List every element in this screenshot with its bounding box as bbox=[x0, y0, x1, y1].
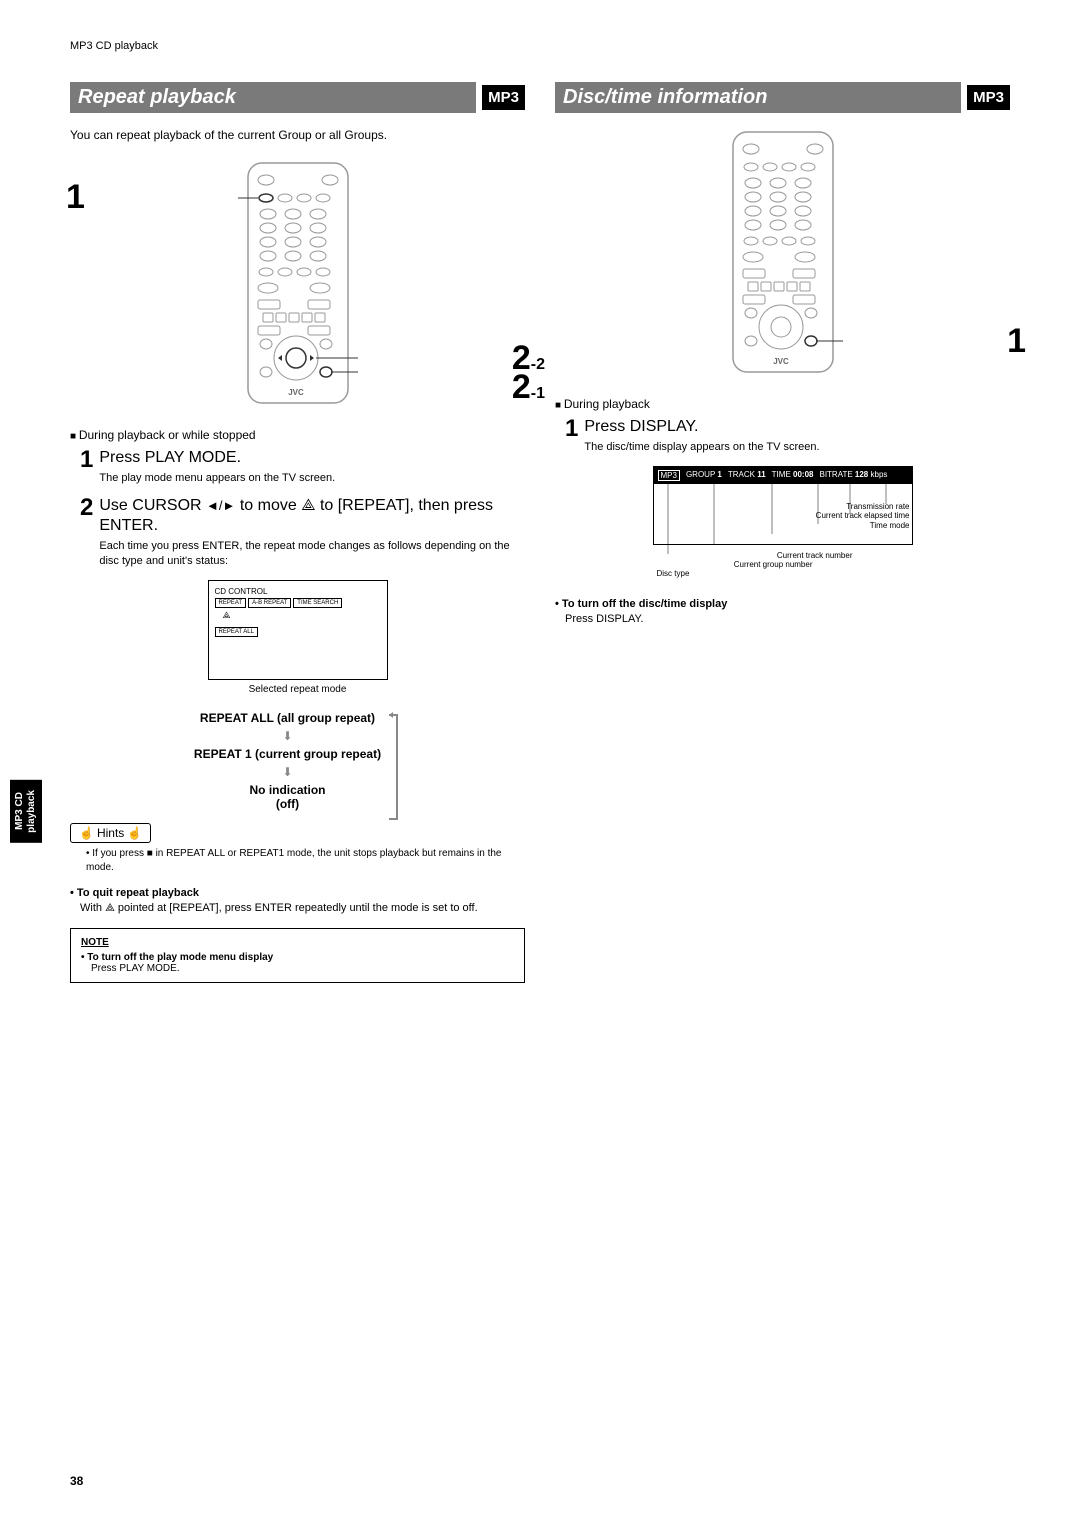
step1-desc: The play mode menu appears on the TV scr… bbox=[99, 471, 525, 486]
remote-svg-right: JVC bbox=[723, 127, 843, 377]
dl-6: Disc type bbox=[657, 569, 913, 578]
left-intro: You can repeat playback of the current G… bbox=[70, 127, 525, 144]
dl-1: Transmission rate bbox=[816, 502, 910, 512]
hand-icon: ☝ bbox=[79, 826, 94, 840]
pointer-small-icon: ⟁ bbox=[223, 610, 381, 621]
rstep1-desc: The disc/time display appears on the TV … bbox=[584, 440, 1010, 455]
dd-t: TRACK bbox=[728, 470, 755, 479]
turnoff-title: To turn off the disc/time display bbox=[555, 598, 1010, 610]
callout-r1: 1 bbox=[1007, 322, 1026, 361]
note-box: NOTE To turn off the play mode menu disp… bbox=[70, 928, 525, 983]
dl-5: Current group number bbox=[653, 560, 813, 569]
dl-3: Time mode bbox=[816, 521, 910, 531]
down-arrow-icon: ⬇ bbox=[194, 729, 381, 743]
screen-label: CD CONTROL bbox=[215, 587, 381, 596]
screen-tab-3: TIME SEARCH bbox=[293, 598, 342, 608]
callout-2b-sub: -1 bbox=[531, 385, 545, 402]
dd-g: GROUP bbox=[686, 470, 715, 479]
step2-title-b: to move bbox=[235, 497, 301, 514]
down-arrow-icon-2: ⬇ bbox=[194, 765, 381, 779]
rstep1-title: Press DISPLAY. bbox=[584, 417, 1010, 436]
quit-body: With ⟁ pointed at [REPEAT], press ENTER … bbox=[80, 901, 525, 916]
step1-title: Press PLAY MODE. bbox=[99, 448, 525, 467]
screen-tab-1: REPEAT bbox=[215, 598, 247, 608]
side-tab-line2: playback bbox=[26, 790, 37, 833]
quit-body-a: With bbox=[80, 902, 105, 914]
step1-num: 1 bbox=[80, 448, 93, 487]
right-title: Disc/time information bbox=[555, 82, 961, 113]
remote-diagram-right: JVC 1 bbox=[555, 127, 1010, 377]
pointer-icon: ⟁ bbox=[301, 497, 315, 514]
dd-brv: 128 bbox=[855, 470, 868, 479]
left-column: Repeat playback MP3 You can repeat playb… bbox=[70, 82, 525, 983]
svg-text:JVC: JVC bbox=[288, 388, 304, 397]
mp3-badge-left: MP3 bbox=[482, 85, 525, 110]
step2-title: Use CURSOR ◄/► to move ⟁ to [REPEAT], th… bbox=[99, 496, 525, 534]
cursor-lr-icon: ◄/► bbox=[206, 498, 235, 513]
dd-tm: TIME bbox=[772, 470, 791, 479]
hints-item: • If you press ■ in REPEAT ALL or REPEAT… bbox=[86, 847, 525, 875]
left-subheading: During playback or while stopped bbox=[70, 428, 525, 442]
left-title: Repeat playback bbox=[70, 82, 476, 113]
mp3-badge-right: MP3 bbox=[967, 85, 1010, 110]
screen-selected: REPEAT ALL bbox=[215, 627, 258, 637]
pointer-icon-2: ⟁ bbox=[105, 902, 115, 914]
quit-title: To quit repeat playback bbox=[70, 887, 525, 899]
note-item-body: Press PLAY MODE. bbox=[91, 963, 514, 974]
dd-tv: 11 bbox=[757, 470, 765, 479]
rstep1-num: 1 bbox=[565, 417, 578, 456]
flow-item-2: REPEAT 1 (current group repeat) bbox=[194, 747, 381, 761]
screen-tab-2: A-B REPEAT bbox=[248, 598, 291, 608]
dd-gv: 1 bbox=[717, 470, 721, 479]
hints-item-text: If you press ■ in REPEAT ALL or REPEAT1 … bbox=[86, 848, 502, 873]
flow-item-3a: No indication bbox=[249, 783, 325, 797]
dd-mp3: MP3 bbox=[658, 470, 680, 481]
step2-desc: Each time you press ENTER, the repeat mo… bbox=[99, 539, 525, 570]
right-subheading: During playback bbox=[555, 397, 1010, 411]
hints-label: ☝ Hints ☝ bbox=[70, 823, 151, 843]
cd-control-screen: CD CONTROL REPEAT A-B REPEAT TIME SEARCH… bbox=[208, 580, 388, 680]
side-tab: MP3 CD playback bbox=[10, 780, 42, 843]
disc-display: MP3 GROUP 1 TRACK 11 TIME 00:08 BITRATE … bbox=[653, 466, 913, 545]
callout-1: 1 bbox=[66, 178, 85, 217]
step2-title-a: Use CURSOR bbox=[99, 497, 206, 514]
dd-br: BITRATE bbox=[819, 470, 852, 479]
remote-svg-left: JVC bbox=[238, 158, 358, 408]
turnoff-body: Press DISPLAY. bbox=[565, 612, 1010, 627]
note-item-title: To turn off the play mode menu display bbox=[81, 952, 514, 963]
svg-text:JVC: JVC bbox=[773, 357, 789, 366]
flow-item-3b: (off) bbox=[276, 797, 299, 811]
callout-2b: 2 bbox=[512, 368, 531, 406]
disc-bar: MP3 GROUP 1 TRACK 11 TIME 00:08 BITRATE … bbox=[654, 467, 912, 484]
hand-icon-2: ☝ bbox=[127, 826, 142, 840]
dd-kbps: kbps bbox=[871, 470, 888, 479]
dl-2: Current track elapsed time bbox=[816, 511, 910, 521]
right-column: Disc/time information MP3 bbox=[555, 82, 1010, 983]
remote-diagram-left: JVC 1 2-2 2-1 bbox=[70, 158, 525, 408]
quit-body-b: pointed at [REPEAT], press ENTER repeate… bbox=[115, 902, 478, 914]
dl-4: Current track number bbox=[653, 551, 853, 560]
step2-num: 2 bbox=[80, 496, 93, 569]
dd-tmv: 00:08 bbox=[793, 470, 813, 479]
side-tab-line1: MP3 CD bbox=[14, 793, 25, 831]
hints-text: Hints bbox=[97, 826, 124, 840]
screen-caption: Selected repeat mode bbox=[70, 684, 525, 695]
flow-item-1: REPEAT ALL (all group repeat) bbox=[194, 711, 381, 725]
repeat-flow: REPEAT ALL (all group repeat) ⬇ REPEAT 1… bbox=[70, 707, 525, 815]
note-title: NOTE bbox=[81, 937, 514, 948]
breadcrumb: MP3 CD playback bbox=[70, 40, 1010, 52]
page-number: 38 bbox=[70, 1474, 83, 1488]
flow-return-arrow bbox=[387, 711, 401, 831]
